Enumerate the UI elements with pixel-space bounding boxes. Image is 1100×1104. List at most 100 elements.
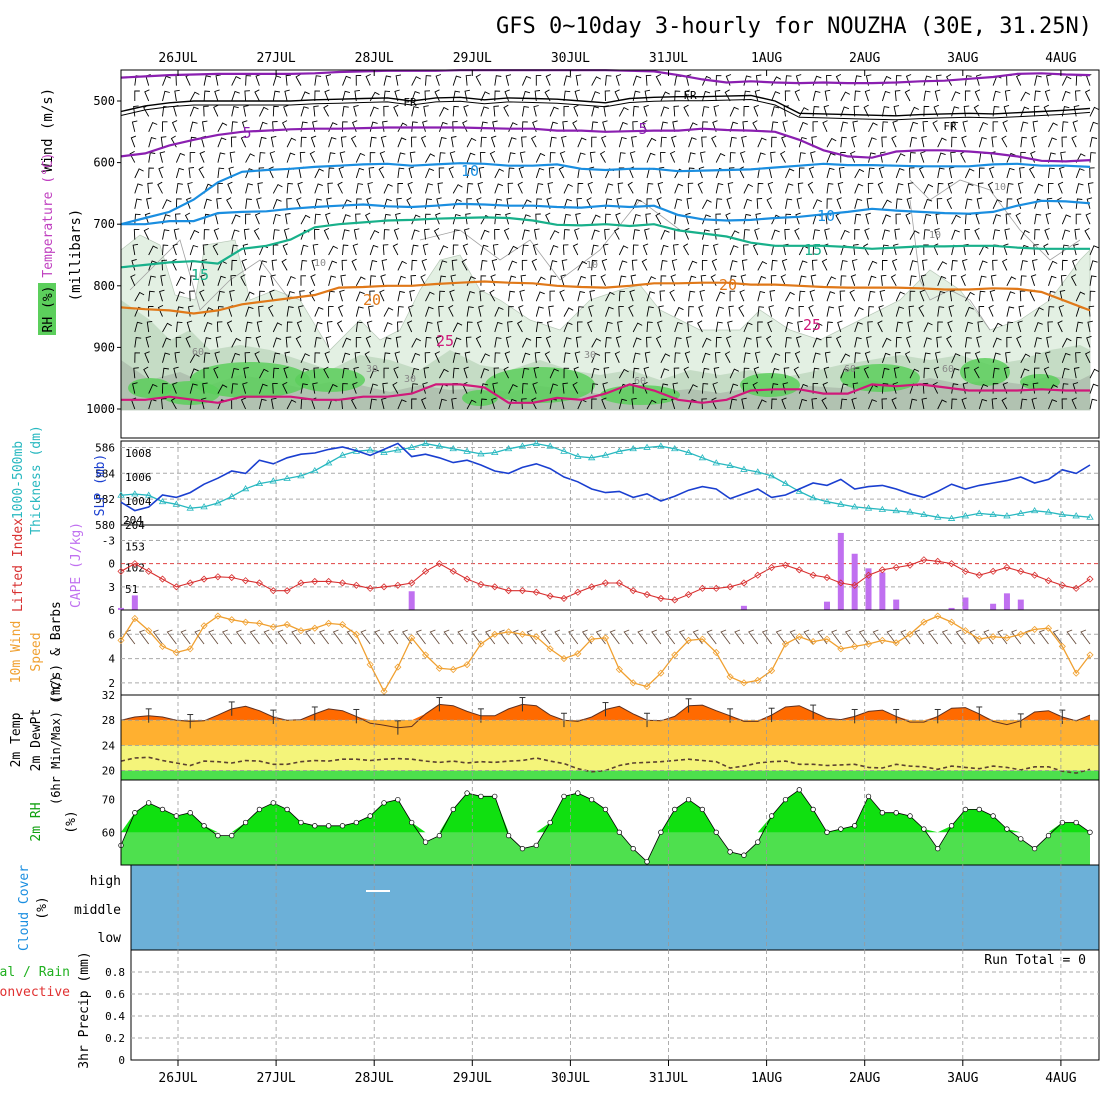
wind-barb [826,167,835,179]
wind-barb [881,214,891,225]
wind-barb [964,352,971,363]
minmax-axis-label: (6hr Min/Max) (°C) [49,675,63,805]
wind-barb [300,121,308,132]
isotherm-label: 20 [363,291,381,309]
wind-barb [353,228,360,240]
wind-barb [701,90,711,102]
wind-barb [646,182,654,194]
wind-barb [895,198,903,209]
wind-barb [245,213,251,225]
wind-barb [881,106,890,117]
wind-barb [563,105,569,117]
wind-barb [162,75,171,86]
wind-barb [157,181,163,194]
wind-barb [702,199,712,210]
wind-barb [480,121,488,132]
wind-barb [729,290,736,302]
wind-barb [877,320,883,333]
wind-barb [271,259,278,271]
wind-barb [255,335,262,348]
rh2m-point [159,806,166,813]
wind-barb [978,260,988,271]
wind-barb [148,137,157,148]
wind-barb [1020,398,1028,410]
wind-barb [383,75,392,86]
surface-wind-barb [914,629,925,645]
wind-barb [951,214,961,225]
wind-barb [284,89,290,102]
surface-wind-barb [526,629,537,645]
wind-barb [757,275,767,286]
wind-barb [795,212,801,225]
surface-wind-barb [443,629,454,645]
wind-barb [530,135,537,148]
wind-barb [632,322,643,333]
wind-barb [603,105,609,117]
wind-barb [245,153,255,163]
thickness-point [574,452,582,459]
wind-barb [162,367,169,379]
wind-barb [701,337,712,348]
wind-barb [531,397,537,410]
rh2m-point [921,826,927,832]
wind-barb [712,382,718,394]
rh-patch-high [485,367,595,403]
wind-barb [144,89,150,102]
wind-barb [1020,152,1026,163]
wind-barb [881,367,890,379]
wind-barb [591,244,599,256]
wind-barb [949,290,956,302]
wind-barb [964,306,974,317]
wind-barb [452,367,460,379]
wind-barb [508,275,517,286]
wind-barb [840,275,847,286]
wind-barb [577,321,583,333]
wind-barb [148,290,155,302]
wind-barb [382,244,389,256]
wind-barb [1072,258,1078,271]
wind-barb [729,383,739,394]
surface-wind-barb [235,629,246,645]
wind-barb [521,229,530,240]
wind-barb [184,212,191,225]
wind-barb [355,321,363,333]
wind-barb [425,75,432,86]
wind-barb [466,183,474,194]
wind-barb [438,136,447,148]
thickness-point [435,442,444,449]
wind-point [989,633,997,641]
wind-barb [171,258,177,271]
wind-barb [1059,289,1066,302]
li-point [768,563,776,572]
wind-barb [245,306,254,317]
wind-barb [448,305,454,317]
wind-barb [397,321,403,333]
wind-barb [422,120,428,132]
wind-barb [175,306,184,317]
wind-barb [148,167,155,179]
wind-barb [854,229,860,240]
wind-barb [328,122,338,132]
wind-barb [738,305,745,317]
wind-barb [771,398,778,410]
wind-barb [173,104,179,117]
wind-point [768,667,776,675]
wind-barb [1061,214,1071,225]
wind-barb [1048,290,1056,302]
wind-barb [324,89,330,102]
wind-barb [436,197,442,209]
wind-barb [352,120,358,132]
surface-wind-barb [789,629,800,645]
wind-point [657,669,665,677]
wind-barb [254,89,260,102]
wind-barb [868,260,878,271]
thickness-point [601,451,610,458]
wind-barb [934,89,941,102]
wind-barb [383,213,391,225]
wind-barb [314,228,320,240]
wind-barb [466,291,475,302]
wind-barb [411,214,421,225]
wind-barb [577,182,584,194]
wind-barb [605,213,611,225]
wind-point [615,665,623,674]
